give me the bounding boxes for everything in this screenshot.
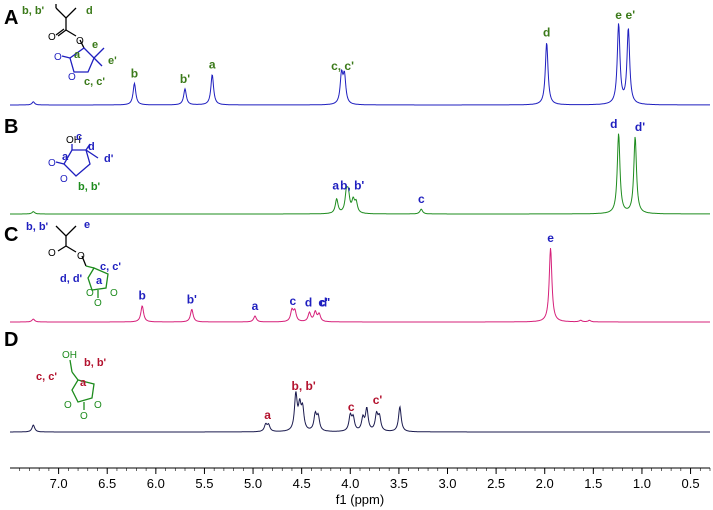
peak-label-A-4: d (543, 26, 550, 40)
struct-C-label-a: a (96, 275, 103, 287)
struct-B-label-d-prime: d' (104, 153, 114, 165)
peak-label-A-3: c, c' (331, 59, 354, 73)
x-axis-label: f1 (ppm) (336, 492, 384, 507)
struct-B-label-b: b, b' (78, 181, 101, 193)
struct-C-label-c: c, c' (100, 261, 121, 273)
peak-label-B-1: b, b' (340, 179, 364, 193)
x-tick-label-12: 1.0 (633, 476, 651, 491)
structure-C: b, b' e O O d, d' c, c' a O O O (26, 219, 121, 309)
x-tick-label-3: 5.5 (195, 476, 213, 491)
peak-labels: b b'a c, c'de e'a b, b'cd d'b b' a c d c'd'eab, b'… (131, 8, 646, 422)
struct-D-ring-carbonyl-o: O (80, 411, 88, 422)
struct-B-label-d: d (88, 141, 95, 153)
x-tick-label-5: 4.5 (293, 476, 311, 491)
x-tick-label-6: 4.0 (341, 476, 359, 491)
struct-C-ring-o2: O (110, 288, 118, 299)
spectrum-D (10, 391, 710, 433)
struct-A-ring-o: O (68, 72, 76, 83)
structure-B: OH c d a d' O O b, b' (48, 131, 114, 193)
x-tick-label-0: 7.0 (50, 476, 68, 491)
x-tick-label-7: 3.5 (390, 476, 408, 491)
spectrum-A (10, 23, 710, 106)
spectrum-C (10, 248, 710, 323)
peak-label-C-1: b' (187, 292, 197, 306)
struct-A-ester-o: O (76, 36, 84, 47)
peak-label-D-2: c (348, 400, 355, 414)
peak-label-B-2: c (418, 192, 425, 206)
spectrum-A-trace (10, 23, 710, 106)
struct-C-label-e: e (84, 219, 90, 231)
peak-label-C-4: d (305, 295, 312, 309)
struct-D-ring-o1: O (64, 400, 72, 411)
peak-label-D-0: a (264, 408, 271, 422)
panel-letter-B: B (4, 116, 18, 138)
x-tick-label-13: 0.5 (682, 476, 700, 491)
struct-B-label-a: a (62, 151, 69, 163)
struct-C-label-d: d, d' (60, 273, 83, 285)
peak-label-C-7: e (547, 231, 554, 245)
struct-B-oh: OH (66, 135, 81, 146)
struct-A-label-d: d (86, 5, 93, 17)
struct-A-label-e: e (92, 39, 98, 51)
peak-label-A-0: b (131, 66, 138, 80)
peak-label-D-1: b, b' (292, 379, 316, 393)
x-tick-label-1: 6.5 (98, 476, 116, 491)
peak-B-3 (348, 196, 350, 198)
peak-label-C-0: b (139, 289, 146, 303)
struct-A-ring-carbonyl-o: O (54, 52, 62, 63)
x-tick-label-2: 6.0 (147, 476, 165, 491)
spectrum-B (10, 133, 710, 215)
peak-D-4 (299, 408, 301, 410)
peak-label-D-3: c' (373, 393, 383, 407)
peak-label-C-6: d' (320, 295, 330, 309)
struct-D-ring-o2: O (94, 400, 102, 411)
peak-label-C-5: c' (318, 295, 328, 309)
struct-A-label-b: b, b' (22, 5, 45, 17)
peak-label-A-1: b' (180, 72, 190, 86)
struct-A-carbonyl-o: O (48, 32, 56, 43)
struct-B-ring-o: O (60, 174, 68, 185)
x-tick-label-9: 2.5 (487, 476, 505, 491)
struct-A-label-c: c, c' (84, 76, 105, 88)
struct-C-carbonyl-o: O (48, 248, 56, 259)
spectrum-D-trace (10, 391, 710, 433)
x-tick-label-4: 5.0 (244, 476, 262, 491)
struct-D-label-b: b, b' (84, 357, 107, 369)
struct-C-label-b: b, b' (26, 221, 49, 233)
panel-letter-D: D (4, 329, 18, 351)
peak-label-B-3: d (610, 117, 617, 131)
struct-D-oh: OH (62, 350, 77, 361)
structure-D: OH b, b' c, c' a O O O (36, 350, 107, 422)
spectrum-B-trace (10, 133, 710, 215)
peak-B-4 (352, 201, 354, 203)
peak-label-C-2: a (252, 299, 259, 313)
peak-label-C-3: c (290, 294, 297, 308)
x-tick-label-8: 3.0 (438, 476, 456, 491)
peak-label-A-6: e' (626, 8, 636, 22)
spectrum-C-trace (10, 248, 710, 323)
panel-letter-C: C (4, 224, 18, 246)
struct-D-label-c: c, c' (36, 371, 57, 383)
struct-B-carbonyl-o: O (48, 158, 56, 169)
struct-D-label-a: a (80, 377, 87, 389)
struct-C-ring-o1: O (86, 288, 94, 299)
peak-label-B-0: a (332, 179, 339, 193)
struct-A-label-e-prime: e' (108, 55, 117, 67)
x-axis: 7.0 6.5 6.0 5.5 5.0 4.5 4.0 3.5 3.0 2.5 2.0 1.5 1.0 0… (10, 467, 711, 491)
struct-A-label-a: a (74, 49, 81, 61)
peak-label-A-2: a (209, 58, 216, 72)
x-tick-label-11: 1.5 (584, 476, 602, 491)
struct-C-ester-o: O (77, 251, 85, 262)
peak-label-A-5: e (615, 8, 622, 22)
struct-C-ring-carbonyl-o: O (94, 298, 102, 309)
struct-B-label-c: c (76, 131, 82, 143)
structure-A: b, b' d O O O O a e e' c, c' (22, 4, 117, 88)
panel-letter-A: A (4, 7, 18, 29)
x-tick-label-10: 2.0 (536, 476, 554, 491)
peak-label-B-4: d' (635, 120, 645, 134)
